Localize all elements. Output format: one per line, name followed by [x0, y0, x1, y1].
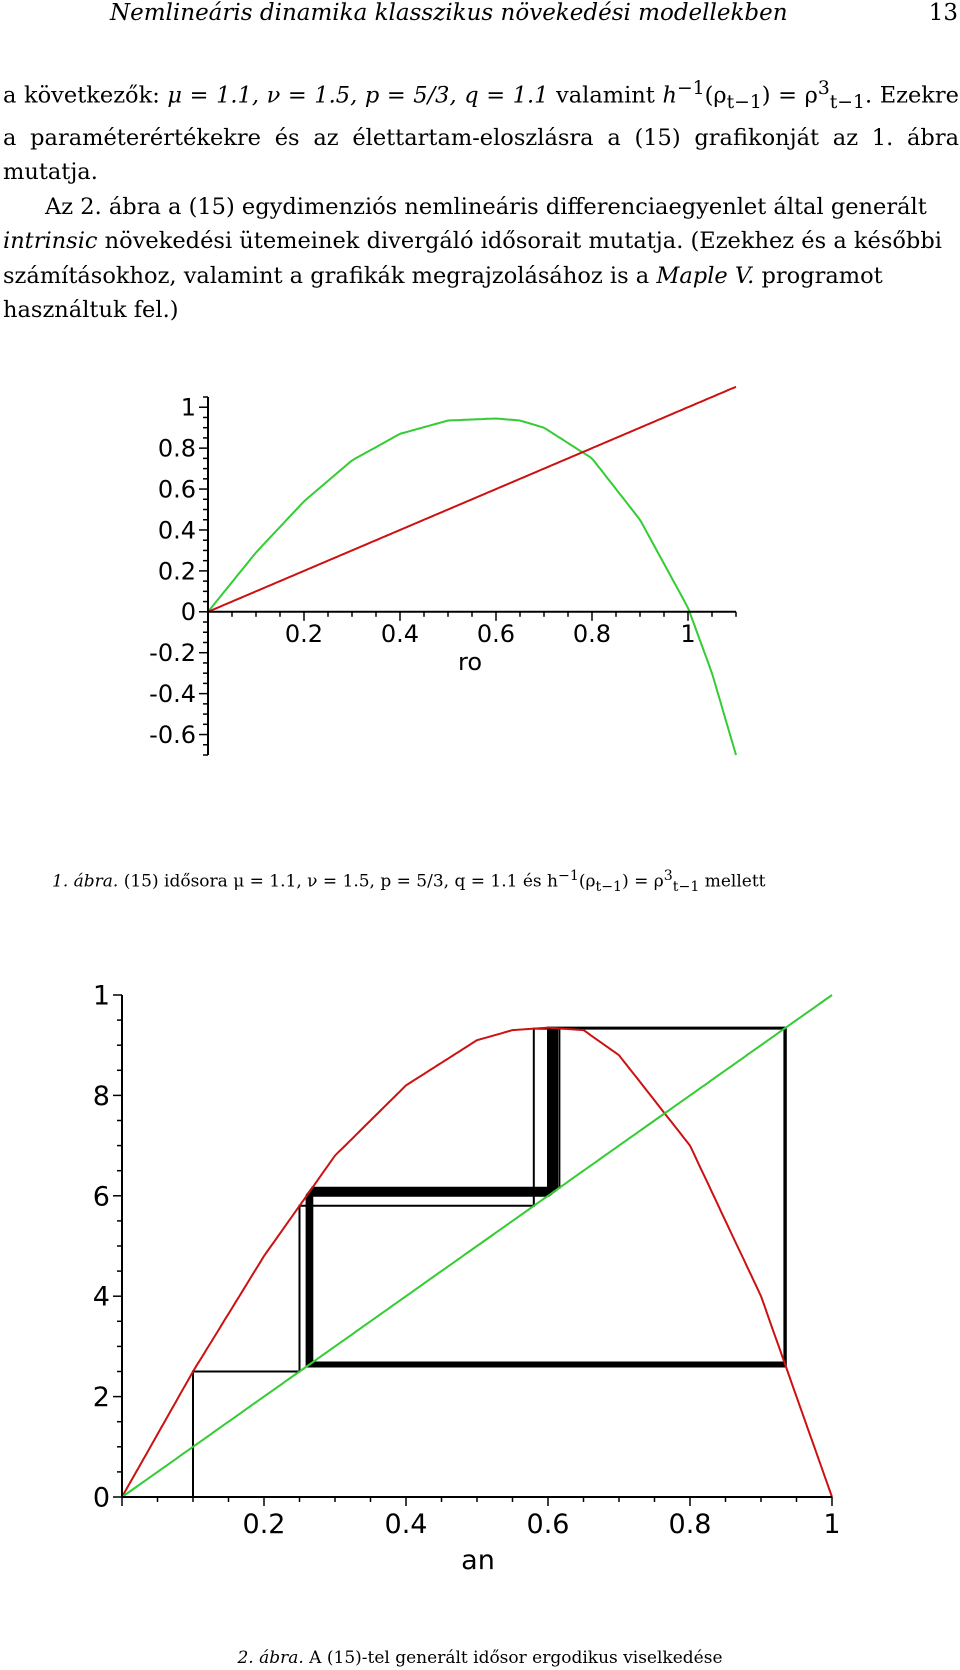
fig2-y-tick-label: 0.2	[90, 1382, 110, 1413]
fig2-y-tick-label: 0.4	[90, 1282, 110, 1313]
fig1-y-tick-label: 0.6	[158, 475, 196, 503]
p1-func: h	[662, 82, 677, 109]
p1-func-arg-sub: t−1	[726, 92, 762, 113]
fig2-y-tick-label: 0.8	[90, 1081, 110, 1112]
fig1-y-tick-label: -0.2	[150, 639, 196, 667]
p2-mid: növekedési ütemeinek divergáló idősorait…	[3, 228, 942, 289]
p2-start: Az 2. ábra a (15) egydimenziós nemlineár…	[45, 193, 927, 220]
p1-rho-sup: 3	[817, 78, 830, 99]
figure-2-caption: 2. ábra. A (15)-tel generált idősor ergo…	[0, 1648, 960, 1668]
body-text: a következők: μ = 1.1, ν = 1.5, p = 5/3,…	[3, 72, 959, 328]
fig1-x-tick-label: 0.4	[381, 620, 419, 648]
figure-1-chart: 0.2 0.4 0.6 0.8 1 1 0.8 0.6 0.4 0.2 0 -0.2 -0.4 -0.6 r…	[150, 385, 737, 756]
figure-1-caption-label: 1. ábra.	[52, 871, 119, 892]
figure-1-caption-rho-sup: 3	[663, 868, 673, 884]
fig1-x-tick-label: 1	[680, 620, 695, 648]
fig2-cobweb-path	[192, 1026, 787, 1497]
fig1-y-tick-label: 0.2	[158, 557, 196, 585]
figure-2-chart: 0.2 0.4 0.6 0.8 1 1 0.8 0.6 0.4 0.2 0 an	[90, 985, 841, 1576]
fig2-y-tick-label: 1	[93, 985, 110, 1011]
fig1-x-tick-label: 0.2	[285, 620, 323, 648]
fig2-series-1	[121, 994, 833, 1498]
running-title: Nemlineáris dinamika klasszikus növekedé…	[110, 0, 788, 26]
p2-end: programot használtuk fel.)	[3, 262, 883, 324]
fig2-y-tick-label: 0	[93, 1482, 110, 1513]
fig1-x-axis-label: ro	[458, 648, 482, 676]
figure-1-caption-text: (15) idősora μ = 1.1, ν = 1.5, p = 5/3, …	[118, 871, 558, 892]
figure-1-caption-sup: −1	[557, 868, 579, 884]
paragraph-2: Az 2. ábra a (15) egydimenziós nemlineár…	[3, 190, 959, 328]
p1-func-eq: ) = ρ	[761, 82, 818, 109]
figure-1-caption: 1. ábra. (15) idősora μ = 1.1, ν = 1.5, …	[52, 868, 766, 895]
p1-params: μ = 1.1, ν = 1.5, p = 5/3, q = 1.1	[167, 82, 549, 109]
fig2-y-tick-label: 0.6	[90, 1181, 110, 1212]
p1-func-arg: (ρ	[704, 82, 727, 109]
page-number: 13	[928, 0, 958, 26]
fig2-x-tick-label: 1	[823, 1509, 840, 1540]
fig2-axes	[113, 994, 833, 1506]
fig1-x-tick-label: 0.6	[477, 620, 515, 648]
figure-2-caption-label: 2. ábra.	[237, 1648, 304, 1668]
fig1-y-tick-label: 0	[181, 598, 196, 626]
fig1-series-0	[207, 417, 737, 756]
figure-1-caption-end: mellett	[699, 871, 766, 892]
fig1-y-tick-label: -0.6	[150, 721, 196, 749]
fig2-x-axis-label: an	[461, 1545, 495, 1576]
fig1-y-tick-label: 0.4	[158, 516, 196, 544]
fig2-series-0	[121, 1026, 833, 1498]
fig1-y-tick-label: 1	[181, 394, 196, 422]
p1-mid: valamint	[548, 82, 663, 109]
fig1-x-tick-label: 0.8	[573, 620, 611, 648]
paragraph-1: a következők: μ = 1.1, ν = 1.5, p = 5/3,…	[3, 72, 959, 190]
figure-1-caption-rho-sub: t−1	[672, 879, 700, 896]
p1-start: a következők:	[3, 82, 168, 109]
figure-2-caption-text: A (15)-tel generált idősor ergodikus vis…	[303, 1648, 723, 1668]
p2-italic: intrinsic	[3, 228, 98, 254]
fig1-y-tick-label: 0.8	[158, 435, 196, 463]
p1-rho-sub: t−1	[829, 92, 865, 113]
p1-end: . Ezekre a paraméterértékekre és az élet…	[3, 82, 959, 186]
fig2-cobweb	[192, 1026, 787, 1497]
figure-1-caption-eq: ) = ρ	[622, 871, 664, 892]
fig2-x-tick-label: 0.4	[385, 1509, 428, 1540]
p1-func-sup: −1	[676, 78, 705, 99]
fig1-y-tick-label: -0.4	[150, 680, 196, 708]
fig2-x-tick-label: 0.8	[669, 1509, 712, 1540]
figure-1-caption-arg-sub: t−1	[595, 879, 623, 896]
p2-software: Maple V.	[656, 262, 755, 289]
figure-1-caption-arg: (ρ	[578, 871, 596, 892]
fig2-x-tick-label: 0.6	[527, 1509, 570, 1540]
fig1-axes	[199, 396, 737, 756]
fig1-series-1	[207, 385, 737, 613]
page-header: Nemlineáris dinamika klasszikus növekedé…	[110, 0, 958, 30]
fig2-x-tick-label: 0.2	[243, 1509, 286, 1540]
